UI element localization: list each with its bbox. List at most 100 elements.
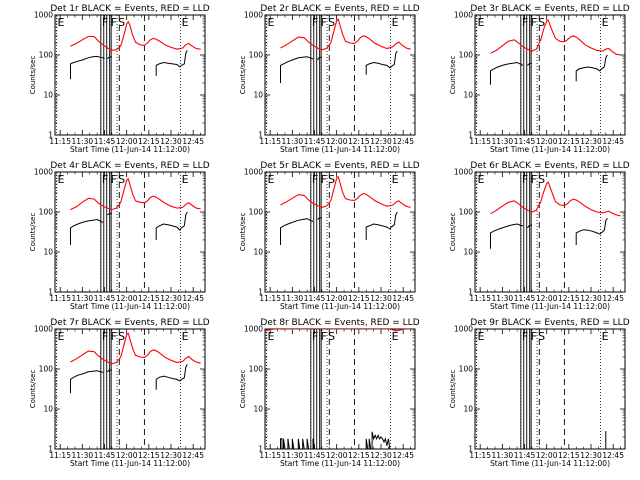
marker-label: F	[531, 16, 537, 29]
plot-frame	[474, 14, 626, 136]
y-tick-label: 10	[43, 248, 53, 257]
marker-label: F	[321, 330, 327, 343]
plot-frame	[54, 14, 206, 136]
x-tick-label: 11:15	[259, 137, 281, 146]
marker-label: F	[102, 330, 108, 343]
x-tick-label: 11:30	[492, 451, 514, 460]
y-tick-label: 1000	[244, 168, 263, 177]
marker-label: F	[102, 16, 108, 29]
plot-area	[70, 177, 201, 245]
y-axis-label: Counts/sec	[449, 370, 457, 409]
x-tick-label: 11:45	[514, 451, 536, 460]
y-tick-label: 100	[39, 51, 54, 60]
x-tick-label: 12:45	[392, 451, 414, 460]
events-series-line	[575, 217, 608, 245]
marker-label: F	[321, 173, 327, 186]
panel-7: Det 7r BLACK = Events, RED = LLD 1 10 100 10…	[29, 318, 210, 468]
x-tick-label: 12:15	[348, 294, 370, 303]
x-tick-label: 12:00	[326, 451, 348, 460]
plot-frame	[54, 171, 206, 293]
marker-label: E	[182, 173, 189, 186]
lld-series-line	[265, 329, 411, 332]
marker-label: F	[102, 173, 108, 186]
marker-label: S	[538, 16, 545, 29]
x-tick-label: 11:45	[514, 294, 536, 303]
marker-label: E	[392, 16, 399, 29]
x-axis-label: Start Time (11-Jun-14 11:12:00)	[280, 459, 400, 468]
y-tick-label: 1	[258, 131, 263, 140]
events-series-line	[490, 61, 524, 85]
x-tick-label: 12:45	[182, 451, 204, 460]
marker-label: F	[312, 16, 318, 29]
y-tick-label: 1	[48, 445, 53, 454]
events-series-line	[365, 50, 398, 75]
x-axis-label: Start Time (11-Jun-14 11:12:00)	[70, 459, 190, 468]
y-tick-label: 1	[468, 288, 473, 297]
x-tick-label: 12:15	[138, 137, 160, 146]
panel-3: Det 3r BLACK = Events, RED = LLD 1 10 100 10…	[449, 4, 630, 154]
y-tick-label: 1	[258, 445, 263, 454]
events-series-line	[490, 223, 524, 249]
y-tick-label: 1000	[244, 325, 263, 334]
marker-label: F	[312, 330, 318, 343]
panel-title: Det 2r BLACK = Events, RED = LLD	[260, 4, 419, 14]
y-tick-label: 100	[249, 51, 264, 60]
x-tick-label: 12:00	[536, 294, 558, 303]
plot-area	[490, 181, 621, 249]
x-tick-label: 12:00	[116, 294, 138, 303]
marker-label: F	[522, 173, 528, 186]
panel-8: Det 8r BLACK = Events, RED = LLD 1 10 100 10…	[239, 318, 420, 468]
x-tick-label: 11:30	[282, 294, 304, 303]
marker-label: F	[531, 330, 537, 343]
y-tick-label: 10	[253, 91, 263, 100]
marker-label: F	[531, 173, 537, 186]
x-tick-label: 12:00	[326, 294, 348, 303]
marker-label: S	[328, 330, 335, 343]
x-tick-label: 12:15	[348, 451, 370, 460]
events-series-line	[317, 56, 323, 61]
x-tick-label: 11:15	[469, 451, 491, 460]
x-tick-label: 11:30	[72, 137, 94, 146]
x-axis-label: Start Time (11-Jun-14 11:12:00)	[490, 302, 610, 311]
x-tick-label: 12:30	[370, 294, 392, 303]
x-tick-label: 11:15	[469, 294, 491, 303]
x-tick-label: 11:30	[72, 294, 94, 303]
x-tick-label: 12:30	[370, 137, 392, 146]
marker-label: E	[267, 173, 274, 186]
lld-series-line	[70, 332, 201, 365]
marker-label: S	[118, 173, 125, 186]
events-series-line	[527, 62, 532, 66]
plot-area	[490, 19, 621, 85]
x-tick-label: 12:30	[580, 137, 602, 146]
y-tick-label: 10	[463, 91, 473, 100]
events-series-line	[365, 211, 398, 240]
plot-frame	[264, 328, 416, 450]
events-series-line	[107, 369, 112, 373]
marker-label: S	[328, 16, 335, 29]
lld-series-line	[490, 19, 621, 56]
marker-label: E	[267, 16, 274, 29]
panel-title: Det 4r BLACK = Events, RED = LLD	[50, 161, 209, 171]
x-tick-label: 12:15	[558, 451, 580, 460]
y-tick-label: 1000	[34, 325, 53, 334]
x-tick-label: 11:30	[282, 137, 304, 146]
y-tick-label: 10	[253, 405, 263, 414]
marker-label: S	[538, 330, 545, 343]
marker-label: E	[392, 330, 399, 343]
events-series-line	[575, 54, 608, 82]
events-series-line	[107, 56, 112, 60]
lld-series-line	[280, 175, 411, 208]
x-axis-label: Start Time (11-Jun-14 11:12:00)	[280, 145, 400, 154]
panel-title: Det 7r BLACK = Events, RED = LLD	[50, 318, 209, 328]
marker-label: F	[111, 16, 117, 29]
y-tick-label: 1	[468, 131, 473, 140]
marker-label: E	[57, 173, 64, 186]
x-tick-label: 11:15	[49, 451, 71, 460]
plot-frame	[54, 328, 206, 450]
x-tick-label: 11:30	[282, 451, 304, 460]
plot-area	[280, 175, 411, 245]
y-tick-label: 100	[39, 208, 54, 217]
y-tick-label: 1	[48, 131, 53, 140]
x-tick-label: 11:30	[492, 294, 514, 303]
